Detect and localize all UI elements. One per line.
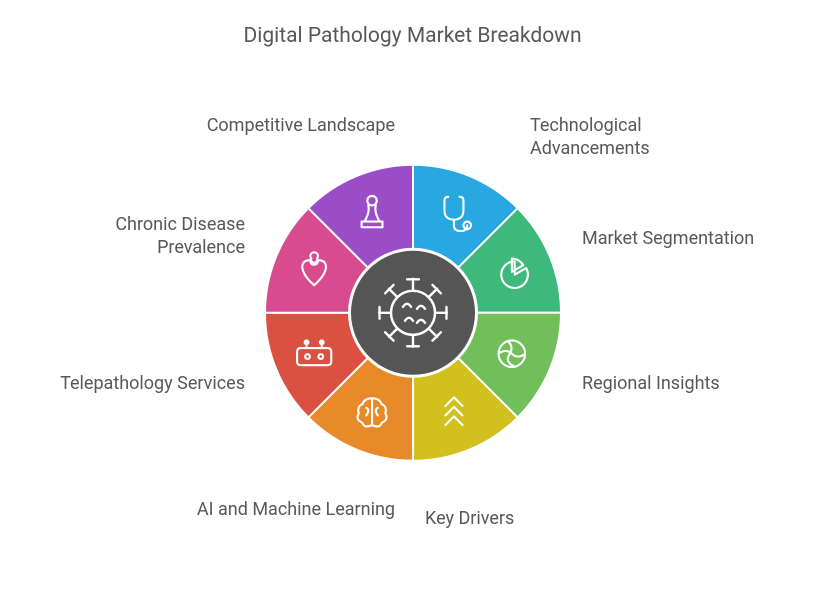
segment-label-7: Competitive Landscape <box>195 115 395 138</box>
wheel-center <box>351 251 475 375</box>
segment-label-1: Market Segmentation <box>582 228 782 251</box>
segment-label-2: Regional Insights <box>582 373 782 396</box>
wheel-diagram <box>253 153 573 473</box>
page-title: Digital Pathology Market Breakdown <box>0 24 825 48</box>
segment-label-4: AI and Machine Learning <box>195 499 395 522</box>
segment-label-3: Key Drivers <box>425 508 625 531</box>
segment-label-6: Chronic Disease Prevalence <box>45 214 245 259</box>
segment-label-0: Technological Advancements <box>530 115 730 160</box>
segment-label-5: Telepathology Services <box>45 373 245 396</box>
